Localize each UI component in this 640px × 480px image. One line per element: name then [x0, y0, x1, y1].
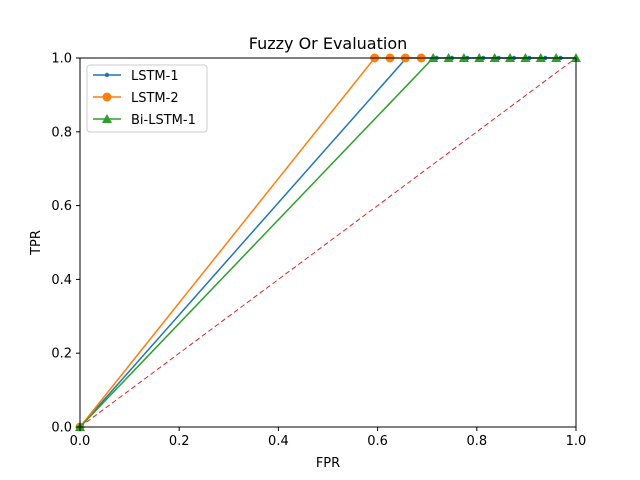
y-axis-label: TPR: [29, 230, 44, 256]
legend-item-bi-lstm-1: Bi-LSTM-1: [93, 113, 196, 128]
x-tick-label: 1.0: [566, 434, 587, 449]
legend-item-lstm-2: LSTM-2: [93, 91, 179, 106]
x-tick-label: 0.8: [466, 434, 487, 449]
legend-item-lstm-1: LSTM-1: [93, 69, 179, 84]
y-tick-label: 0.4: [51, 273, 72, 288]
chart-title: Fuzzy Or Evaluation: [249, 34, 408, 53]
y-tick-label: 0.8: [51, 125, 72, 140]
legend: LSTM-1 LSTM-2 Bi-LSTM-1: [86, 64, 208, 133]
y-tick-label: 0.0: [51, 421, 72, 436]
y-tick-label: 1.0: [51, 52, 72, 67]
legend-label-lstm-1: LSTM-1: [131, 69, 179, 84]
legend-label-bi-lstm-1: Bi-LSTM-1: [131, 113, 196, 128]
legend-label-lstm-2: LSTM-2: [131, 91, 179, 106]
x-axis-label: FPR: [316, 456, 340, 471]
x-tick-label: 0.4: [268, 434, 289, 449]
x-tick-label: 0.0: [70, 434, 91, 449]
reference-diagonal-line: [79, 57, 577, 428]
plot-frame: [79, 57, 577, 428]
x-tick-label: 0.6: [367, 434, 388, 449]
legend-box: [86, 64, 208, 133]
x-tick-label: 0.2: [169, 434, 190, 449]
y-tick-label: 0.6: [51, 199, 72, 214]
y-axis: 0.0 0.2 0.4 0.6 0.8 1.0: [51, 52, 80, 436]
legend-marker-bi-lstm-1: [102, 114, 112, 123]
legend-marker-lstm-1: [104, 72, 110, 78]
x-axis: 0.0 0.2 0.4 0.6 0.8 1.0: [70, 427, 587, 449]
y-tick-label: 0.2: [51, 347, 72, 362]
legend-marker-lstm-2: [102, 92, 112, 102]
